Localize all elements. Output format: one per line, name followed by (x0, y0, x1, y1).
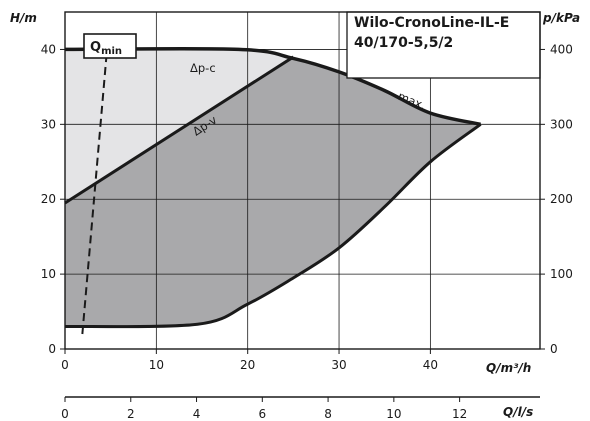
curves (64, 46, 482, 335)
axes (64, 11, 541, 398)
y-tick-label-left: 40 (41, 42, 56, 56)
x-tick-label: 0 (61, 358, 69, 372)
x-tick-label-secondary: 2 (127, 407, 135, 421)
x-tick-label-secondary: 4 (193, 407, 201, 421)
x-tick-label: 10 (149, 358, 164, 372)
title-line-2: 40/170-5,5/2 (354, 35, 453, 51)
x-tick-label-secondary: 12 (452, 407, 467, 421)
y-tick-label-right: 300 (550, 117, 573, 131)
y-tick-label-right: 200 (550, 192, 573, 206)
min-curve (64, 123, 482, 329)
operating-range (65, 48, 481, 327)
dp-v-curve (64, 55, 295, 205)
y-tick-label-right: 400 (550, 42, 573, 56)
y-axis-right-label: p/kPa (542, 11, 580, 25)
x-tick-label-secondary: 10 (386, 407, 401, 421)
x-tick-label: 40 (423, 358, 438, 372)
qmin-label: Qmin (90, 40, 122, 57)
qmin-line (81, 49, 109, 335)
x-tick-label-secondary: 8 (324, 407, 332, 421)
y-tick-label-left: 30 (41, 117, 56, 131)
plot-frame (64, 11, 541, 350)
x-axis-label: Q/m³/h (486, 361, 531, 375)
x-axis-secondary-label: Q/l/s (503, 405, 533, 419)
qmin-box (83, 33, 137, 59)
y-axis-left-label: H/m (10, 11, 37, 25)
y-tick-label-right: 0 (550, 342, 558, 356)
x-tick-label-secondary: 6 (258, 407, 266, 421)
max-curve (64, 46, 481, 127)
y-tick-label-left: 20 (41, 192, 56, 206)
y-tick-label-left: 10 (41, 267, 56, 281)
y-tick-label-right: 100 (550, 267, 573, 281)
dp-c-label: Δp-c (190, 61, 216, 75)
x-tick-label-secondary: 0 (61, 407, 69, 421)
y-tick-label-left: 0 (48, 342, 56, 356)
x-tick-label: 30 (331, 358, 346, 372)
title-line-1: Wilo-CronoLine-IL-E (354, 15, 509, 31)
x-tick-label: 20 (240, 358, 255, 372)
